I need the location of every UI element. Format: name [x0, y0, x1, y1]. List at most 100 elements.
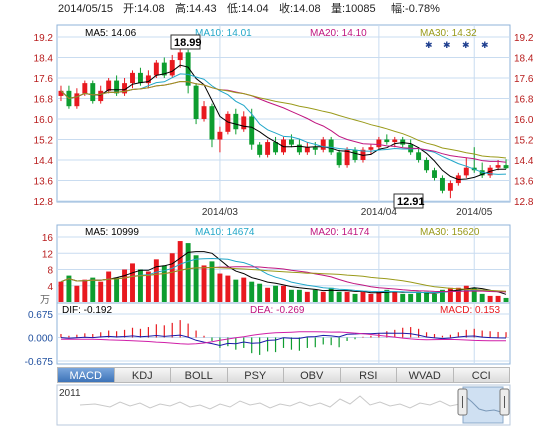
volume-bar [74, 285, 80, 302]
candle-body [82, 83, 88, 94]
navigator-left-handle[interactable] [457, 388, 468, 416]
volume-tick-label: 12 [42, 249, 54, 260]
event-marker-icon[interactable]: ✱ [462, 40, 470, 50]
candle-body [177, 52, 183, 61]
candle-body [169, 60, 175, 76]
price-ma30-line [60, 80, 507, 159]
candle-body [98, 90, 104, 102]
volume-bar [296, 289, 302, 302]
tab-obv[interactable]: OBV [284, 367, 341, 383]
volume-bar [439, 289, 445, 302]
volume-bar [320, 291, 326, 302]
price-tick-label-right: 18.4 [514, 54, 533, 65]
volume-bar [392, 291, 398, 302]
candle-body [352, 149, 358, 160]
price-tick-label-right: 12.8 [514, 197, 533, 208]
low-annotation-label: 12.91 [397, 196, 425, 208]
price-tick-label-right: 15.2 [514, 136, 533, 147]
tab-cci[interactable]: CCI [453, 367, 510, 383]
navigator-selection-line [464, 395, 502, 413]
tab-boll[interactable]: BOLL [171, 367, 228, 383]
volume-bar [455, 287, 461, 302]
volume-bar [233, 279, 239, 302]
volume-ma20-legend: MA20: 14174 [310, 227, 370, 238]
volume-bar [209, 261, 215, 302]
volume-bar [312, 289, 318, 302]
tab-rsi[interactable]: RSI [340, 367, 397, 383]
candle-body [463, 167, 469, 176]
candle-body [479, 170, 485, 176]
volume-bar [265, 287, 271, 302]
volume-bar [487, 295, 493, 302]
high-annotation: 18.99 [170, 34, 202, 50]
volume-bar [479, 293, 485, 302]
volume-bar [177, 241, 183, 302]
volume-bar [352, 293, 358, 302]
navigator-right-handle[interactable] [499, 388, 510, 416]
candle-body [90, 83, 96, 102]
macd-dea-legend: DEA: -0.269 [250, 305, 305, 316]
volume-bar [463, 285, 469, 302]
high-annotation-label: 18.99 [174, 37, 202, 49]
volume-bar [90, 277, 96, 302]
price-tick-label-right: 17.6 [514, 74, 533, 85]
candle-body [161, 62, 167, 76]
volume-bar [432, 293, 437, 302]
price-ma20-legend: MA20: 14.10 [310, 28, 367, 39]
price-tick-label-right: 16.0 [514, 115, 533, 126]
volume-unit-label: 万 [40, 295, 50, 306]
candle-body [249, 116, 255, 145]
candle-body [368, 147, 374, 150]
tab-kdj[interactable]: KDJ [114, 367, 171, 383]
candle-body [225, 113, 231, 132]
volume-ma10-legend: MA10: 14674 [195, 227, 255, 238]
candle-body [137, 72, 143, 84]
candle-body [392, 139, 398, 143]
candle-body [122, 83, 128, 94]
volume-bar [408, 293, 414, 302]
volume-bar [82, 279, 88, 302]
candle-body [384, 139, 390, 143]
low-annotation: 12.91 [393, 193, 425, 209]
tab-psy[interactable]: PSY [227, 367, 284, 383]
volume-ma30-line [60, 266, 507, 292]
price-tick-label-left: 19.2 [34, 33, 54, 44]
price-tick-label-left: 16.0 [34, 115, 54, 126]
candle-body [312, 147, 318, 150]
volume-bar [288, 289, 294, 302]
candle-body [145, 75, 151, 84]
header-high: 高:14.43 [175, 1, 217, 15]
volume-bar [114, 277, 120, 302]
event-marker-icon[interactable]: ✱ [443, 40, 451, 50]
price-ma5-legend: MA5: 14.06 [85, 28, 137, 39]
volume-bar [225, 275, 231, 302]
header-open: 开:14.08 [123, 3, 165, 15]
candle-body [296, 144, 302, 153]
candle-body [185, 52, 191, 86]
header-volume: 量:10085 [331, 2, 376, 15]
x-tick-label: 2014/04 [361, 207, 398, 218]
price-tick-label-left: 17.6 [34, 74, 54, 85]
tab-wvad[interactable]: WVAD [397, 367, 454, 383]
candle-body [336, 152, 342, 166]
navigator-selection[interactable] [462, 386, 504, 424]
volume-bar [495, 295, 501, 302]
candle-body [304, 147, 310, 153]
volume-bar [241, 277, 247, 302]
price-tick-label-right: 13.6 [514, 177, 533, 188]
candle-body [376, 139, 382, 148]
volume-bar [145, 271, 151, 302]
candle-body [432, 170, 437, 178]
price-ma10-legend: MA10: 14.01 [195, 28, 252, 39]
event-marker-icon[interactable]: ✱ [425, 40, 433, 50]
x-tick-label: 2014/05 [456, 207, 493, 218]
tab-macd[interactable]: MACD [57, 367, 115, 383]
price-tick-label-left: 15.2 [34, 136, 54, 147]
candle-body [114, 80, 120, 94]
volume-ma30-legend: MA30: 15620 [420, 227, 480, 238]
candle-body [106, 80, 112, 91]
price-tick-label-left: 16.8 [34, 95, 54, 106]
volume-bar [384, 289, 390, 302]
volume-bar [471, 287, 477, 302]
event-marker-icon[interactable]: ✱ [481, 40, 489, 50]
